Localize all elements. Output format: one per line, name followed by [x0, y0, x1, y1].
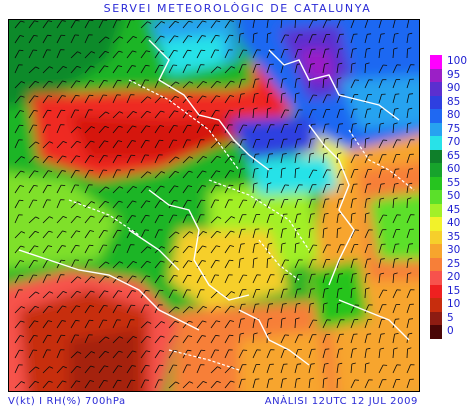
coastlines [18, 39, 410, 366]
variables-label: V(kt) I RH(%) 700hPa [8, 396, 126, 407]
legend-label: 15 [447, 284, 461, 297]
legend-swatch [430, 163, 442, 177]
legend-item: 35 [430, 230, 474, 244]
legend-swatch [430, 55, 442, 69]
legend-swatch [430, 95, 442, 109]
legend-swatch [430, 244, 442, 258]
legend-label: 10 [447, 298, 461, 310]
legend-item: 60 [430, 163, 474, 177]
legend-item: 0 [430, 325, 474, 339]
legend-item: 70 [430, 136, 474, 150]
legend-item: 25 [430, 257, 474, 271]
legend-label: 25 [447, 257, 461, 270]
legend-item: 55 [430, 176, 474, 190]
humidity-field [9, 20, 419, 391]
legend-item: 100 [430, 55, 474, 69]
legend-swatch [430, 311, 442, 325]
legend-item: 95 [430, 68, 474, 82]
legend-label: 65 [447, 149, 461, 162]
legend-swatch [430, 298, 442, 312]
legend-item: 65 [430, 149, 474, 163]
legend-item: 15 [430, 284, 474, 298]
legend-swatch [430, 122, 442, 136]
legend-swatch [430, 203, 442, 217]
legend-swatch [430, 325, 442, 339]
legend-label: 5 [447, 311, 454, 324]
legend-item: 10 [430, 298, 474, 312]
legend-item: 40 [430, 217, 474, 231]
legend-item: 85 [430, 95, 474, 109]
legend-label: 90 [447, 82, 461, 94]
legend: 100 95 90 85 80 75 70 65 60 55 50 45 40 35 30 25 20 15 10 5… [430, 55, 474, 339]
wind-barbs [14, 20, 415, 389]
legend-label: 100 [447, 55, 468, 67]
map-title: SERVEI METEOROLÒGIC DE CATALUNYA [103, 2, 372, 15]
legend-swatch [430, 190, 442, 204]
legend-label: 30 [447, 244, 461, 256]
legend-label: 45 [447, 203, 461, 216]
borders [68, 79, 415, 371]
legend-item: 5 [430, 311, 474, 325]
humidity-wind-map [8, 19, 420, 392]
analysis-time-label: ANÀLISI 12UTC 12 JUL 2009 [264, 396, 418, 407]
legend-label: 60 [447, 163, 461, 175]
legend-item: 90 [430, 82, 474, 96]
legend-swatch [430, 176, 442, 190]
legend-swatch [430, 136, 442, 150]
legend-item: 30 [430, 244, 474, 258]
legend-item: 75 [430, 122, 474, 136]
legend-label: 75 [447, 122, 461, 135]
legend-swatch [430, 82, 442, 96]
legend-label: 95 [447, 68, 461, 81]
legend-swatch [430, 271, 442, 285]
legend-label: 55 [447, 176, 461, 189]
legend-swatch [430, 230, 442, 244]
legend-swatch [430, 149, 442, 163]
legend-item: 45 [430, 203, 474, 217]
legend-swatch [430, 217, 442, 231]
legend-label: 0 [447, 325, 454, 337]
legend-label: 50 [447, 190, 461, 202]
legend-label: 40 [447, 217, 461, 229]
legend-swatch [430, 68, 442, 82]
legend-item: 80 [430, 109, 474, 123]
legend-label: 80 [447, 109, 461, 121]
legend-item: 20 [430, 271, 474, 285]
legend-swatch [430, 284, 442, 298]
legend-swatch [430, 257, 442, 271]
legend-label: 85 [447, 95, 461, 108]
legend-label: 70 [447, 136, 461, 148]
legend-label: 20 [447, 271, 461, 283]
legend-item: 50 [430, 190, 474, 204]
legend-swatch [430, 109, 442, 123]
legend-label: 35 [447, 230, 461, 243]
